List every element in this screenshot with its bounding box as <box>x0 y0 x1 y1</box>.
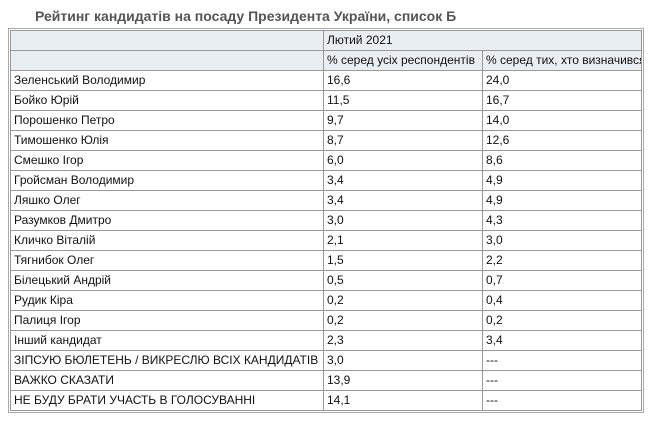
percent-cell: 16,6 <box>323 70 483 91</box>
percent-cell: 2,3 <box>323 330 483 351</box>
candidate-name: Зеленський Володимир <box>10 70 324 91</box>
table-body: Лютий 2021 % серед усіх респондентів % с… <box>10 30 642 411</box>
percent-cell: 8,7 <box>323 130 483 151</box>
percent-cell: 2,1 <box>323 230 483 251</box>
data-row: Тягнибок Олег 1,5 2,2 <box>10 250 642 271</box>
data-row: НЕ БУДУ БРАТИ УЧАСТЬ В ГОЛОСУВАННІ 14,1 --… <box>10 390 642 411</box>
candidate-name: Кличко Віталій <box>10 230 324 251</box>
percent-cell: 0,2 <box>323 290 483 311</box>
percent-cell: 8,6 <box>482 150 642 171</box>
percent-cell: 0,7 <box>482 270 642 291</box>
data-row: Білецький Андрій 0,5 0,7 <box>10 270 642 291</box>
header-row: % серед усіх респондентів % серед тих, х… <box>10 50 642 71</box>
percent-cell: 4,9 <box>482 170 642 191</box>
percent-cell: 0,4 <box>482 290 642 311</box>
data-row: Ляшко Олег 3,4 4,9 <box>10 190 642 211</box>
column-header: % серед тих, хто визначився <box>482 50 642 71</box>
header-row: Лютий 2021 <box>10 30 642 51</box>
data-row: ЗІПСУЮ БЮЛЕТЕНЬ / ВИКРЕСЛЮ ВСІХ КАНДИДАТ… <box>10 350 642 371</box>
percent-cell: 3,0 <box>323 210 483 231</box>
percent-cell: 4,3 <box>482 210 642 231</box>
percent-cell: 0,5 <box>323 270 483 291</box>
period-header: Лютий 2021 <box>323 30 642 51</box>
header-cell <box>10 50 324 71</box>
percent-cell: 0,2 <box>323 310 483 331</box>
candidate-name: ВАЖКО СКАЗАТИ <box>10 370 324 391</box>
percent-cell: --- <box>482 390 642 411</box>
percent-cell: --- <box>482 350 642 371</box>
candidate-name: Бойко Юрій <box>10 90 324 111</box>
percent-cell: 24,0 <box>482 70 642 91</box>
percent-cell: --- <box>482 370 642 391</box>
data-row: Разумков Дмитро 3,0 4,3 <box>10 210 642 231</box>
candidate-name: Гройсман Володимир <box>10 170 324 191</box>
rating-table: Лютий 2021 % серед усіх респондентів % с… <box>10 30 642 411</box>
data-row: Порошенко Петро 9,7 14,0 <box>10 110 642 131</box>
candidate-name: Разумков Дмитро <box>10 210 324 231</box>
candidate-name: Палиця Ігор <box>10 310 324 331</box>
percent-cell: 9,7 <box>323 110 483 131</box>
percent-cell: 3,4 <box>482 330 642 351</box>
percent-cell: 3,0 <box>323 350 483 371</box>
percent-cell: 13,9 <box>323 370 483 391</box>
column-header: % серед усіх респондентів <box>323 50 483 71</box>
page-title: Рейтинг кандидатів на посаду Президента … <box>35 8 457 24</box>
percent-cell: 2,2 <box>482 250 642 271</box>
data-row: Рудик Кіра 0,2 0,4 <box>10 290 642 311</box>
percent-cell: 6,0 <box>323 150 483 171</box>
table-frame: Лютий 2021 % серед усіх респондентів % с… <box>8 28 644 413</box>
percent-cell: 3,0 <box>482 230 642 251</box>
percent-cell: 12,6 <box>482 130 642 151</box>
candidate-name: Тимошенко Юлія <box>10 130 324 151</box>
header-cell <box>10 30 324 51</box>
data-row: Зеленський Володимир 16,6 24,0 <box>10 70 642 91</box>
percent-cell: 11,5 <box>323 90 483 111</box>
candidate-name: Рудик Кіра <box>10 290 324 311</box>
candidate-name: Білецький Андрій <box>10 270 324 291</box>
percent-cell: 16,7 <box>482 90 642 111</box>
candidate-name: Інший кандидат <box>10 330 324 351</box>
percent-cell: 1,5 <box>323 250 483 271</box>
percent-cell: 3,4 <box>323 170 483 191</box>
data-row: Бойко Юрій 11,5 16,7 <box>10 90 642 111</box>
data-row: ВАЖКО СКАЗАТИ 13,9 --- <box>10 370 642 391</box>
data-row: Кличко Віталій 2,1 3,0 <box>10 230 642 251</box>
candidate-name: Смешко Ігор <box>10 150 324 171</box>
data-row: Тимошенко Юлія 8,7 12,6 <box>10 130 642 151</box>
percent-cell: 0,2 <box>482 310 642 331</box>
data-row: Гройсман Володимир 3,4 4,9 <box>10 170 642 191</box>
data-row: Смешко Ігор 6,0 8,6 <box>10 150 642 171</box>
data-row: Інший кандидат 2,3 3,4 <box>10 330 642 351</box>
data-row: Палиця Ігор 0,2 0,2 <box>10 310 642 331</box>
candidate-name: ЗІПСУЮ БЮЛЕТЕНЬ / ВИКРЕСЛЮ ВСІХ КАНДИДАТ… <box>10 350 324 371</box>
percent-cell: 14,0 <box>482 110 642 131</box>
percent-cell: 14,1 <box>323 390 483 411</box>
percent-cell: 3,4 <box>323 190 483 211</box>
candidate-name: Порошенко Петро <box>10 110 324 131</box>
percent-cell: 4,9 <box>482 190 642 211</box>
candidate-name: Ляшко Олег <box>10 190 324 211</box>
candidate-name: Тягнибок Олег <box>10 250 324 271</box>
candidate-name: НЕ БУДУ БРАТИ УЧАСТЬ В ГОЛОСУВАННІ <box>10 390 324 411</box>
